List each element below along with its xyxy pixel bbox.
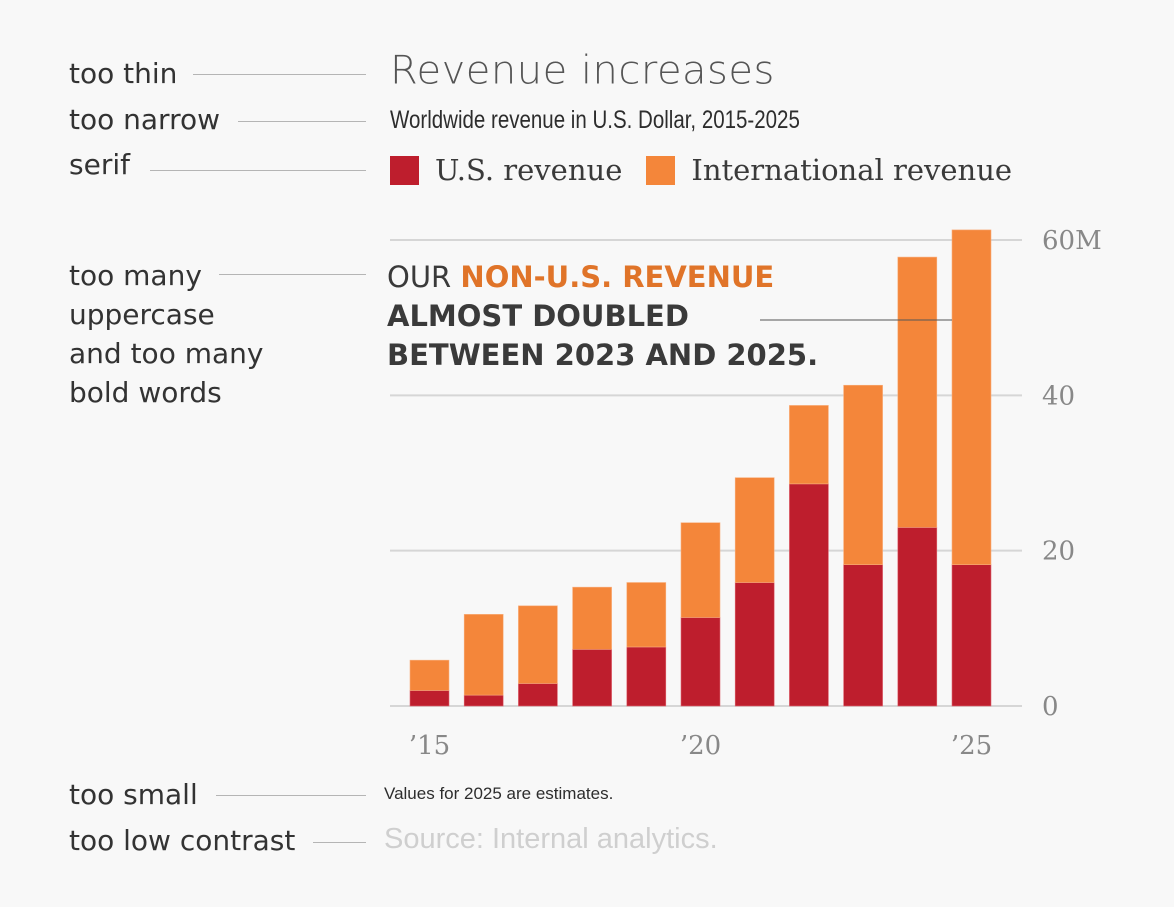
bar-segment-us — [734, 582, 775, 707]
bar-segment-international — [734, 477, 775, 583]
bar-segment-us — [518, 683, 558, 707]
x-tick-label: ’20 — [680, 731, 721, 761]
chart-legend: U.S. revenue International revenue — [390, 153, 1036, 187]
legend-label: International revenue — [691, 153, 1013, 187]
bar-segment-international — [518, 605, 558, 684]
annotation-highlight-text: NON-U.S. REVENUE — [460, 260, 775, 294]
bar-segment-international — [843, 384, 883, 565]
leader-line — [193, 74, 366, 75]
leader-line — [238, 121, 366, 122]
x-tick-label: ’15 — [409, 731, 450, 761]
critique-label-uppercase-bold: too many uppercase and too many bold wor… — [69, 256, 263, 412]
y-tick-label: 40 — [1042, 381, 1075, 411]
critique-label-low-contrast: too low contrast — [69, 824, 296, 857]
leader-line — [216, 795, 366, 796]
leader-line — [313, 842, 366, 843]
leader-line — [219, 274, 366, 275]
y-tick-label: 20 — [1042, 537, 1075, 567]
bar-segment-international — [789, 405, 829, 485]
legend-item-us: U.S. revenue — [390, 153, 622, 187]
leader-line — [150, 170, 366, 171]
y-tick-label: 60M — [1042, 226, 1102, 256]
bar-segment-us — [409, 690, 450, 707]
critique-label-too-thin: too thin — [69, 57, 178, 90]
legend-swatch-international — [646, 155, 676, 185]
bar-segment-international — [463, 614, 504, 696]
bar-segment-us — [680, 617, 721, 707]
bar-segment-us — [843, 564, 883, 707]
bar-segment-us — [572, 649, 612, 707]
chart-subtitle: Worldwide revenue in U.S. Dollar, 2015-2… — [390, 106, 800, 134]
bar-segment-us — [626, 646, 667, 707]
critique-label-line: too many — [69, 259, 202, 292]
annotation-line-3: BETWEEN 2023 AND 2025. — [387, 338, 819, 372]
bar-segment-international — [680, 522, 721, 618]
critique-label-line: bold words — [69, 376, 222, 409]
annotation-plain-text: OUR — [387, 260, 461, 294]
chart-title: Revenue increases — [390, 48, 775, 94]
bar-segment-us — [951, 564, 992, 707]
bar-segment-international — [626, 582, 667, 648]
critique-label-too-small: too small — [69, 778, 198, 811]
critique-label-line: uppercase — [69, 298, 215, 331]
annotation-line-2: ALMOST DOUBLED — [387, 299, 689, 333]
bar-segment-international — [897, 256, 938, 528]
y-tick-label: 0 — [1042, 692, 1059, 722]
chart-annotation: OUR NON-U.S. REVENUE ALMOST DOUBLED BETW… — [387, 258, 818, 375]
annotation-line-1: OUR NON-U.S. REVENUE — [387, 258, 818, 297]
chart-note: Values for 2025 are estimates. — [384, 784, 614, 803]
legend-swatch-us — [390, 155, 419, 185]
bar-segment-international — [951, 229, 992, 565]
x-tick-label: ’25 — [951, 731, 992, 761]
chart-source: Source: Internal analytics. — [384, 823, 718, 855]
legend-label: U.S. revenue — [435, 153, 623, 187]
critique-label-too-narrow: too narrow — [69, 103, 220, 136]
bar-segment-us — [789, 483, 829, 707]
bar-segment-international — [572, 586, 612, 650]
legend-item-international: International revenue — [646, 153, 1012, 187]
bar-segment-us — [463, 694, 504, 707]
bar-segment-international — [409, 659, 450, 691]
critique-label-line: and too many — [69, 337, 264, 370]
critique-label-serif: serif — [69, 148, 130, 181]
bar-segment-us — [897, 527, 938, 707]
